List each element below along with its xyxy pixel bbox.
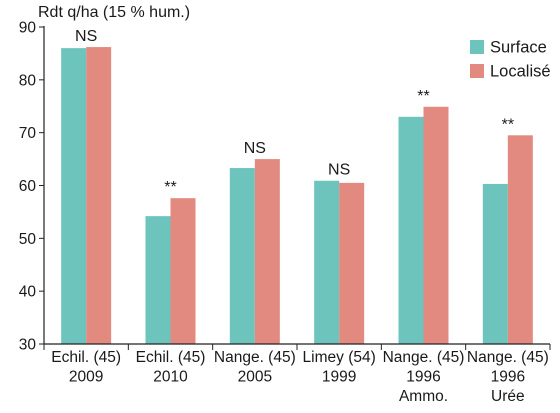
x-category-label-3-line-1: 1999 [322, 369, 356, 386]
y-tick-label-70: 70 [19, 125, 37, 142]
x-category-label-4-line-0: Nange. (45) [383, 349, 465, 366]
bar-localise-1 [170, 198, 196, 344]
significance-label-1: ** [164, 179, 176, 196]
y-tick-label-60: 60 [19, 178, 37, 195]
significance-label-5: ** [502, 116, 514, 133]
y-tick-label-50: 50 [19, 231, 37, 248]
bars-group [61, 47, 533, 345]
x-category-label-1-line-0: Echil. (45) [136, 349, 206, 366]
x-category-label-2-line-1: 2005 [238, 369, 272, 386]
bar-surface-2 [229, 168, 255, 344]
bar-localise-5 [507, 135, 533, 344]
x-category-label-0-line-1: 2009 [69, 369, 103, 386]
bar-surface-3 [314, 180, 340, 344]
significance-label-2: NS [244, 140, 266, 157]
bar-localise-3 [339, 182, 365, 344]
bar-localise-4 [423, 106, 449, 344]
bar-localise-2 [254, 159, 280, 344]
bar-surface-5 [482, 183, 508, 344]
x-category-label-5-line-2: Urée [491, 388, 525, 405]
y-axis-label: Rdt q/ha (15 % hum.) [38, 4, 190, 21]
annotations-group: NS ** NS NS ** ** [75, 28, 514, 196]
legend: Surface Localisé [470, 39, 551, 81]
x-ticks-group: Echil. (45) 2009 Echil. (45) 2010 Nange. (45… [43, 344, 551, 405]
x-category-label-5-line-0: Nange. (45) [467, 349, 549, 366]
x-category-label-0-line-0: Echil. (45) [51, 349, 121, 366]
legend-swatch-localise [470, 64, 484, 78]
significance-label-4: ** [417, 88, 429, 105]
x-category-label-2-line-0: Nange. (45) [214, 349, 296, 366]
y-tick-label-90: 90 [19, 20, 37, 37]
x-category-label-1-line-1: 2010 [153, 369, 188, 386]
significance-label-3: NS [328, 162, 350, 179]
legend-swatch-surface [470, 40, 484, 54]
y-ticks-group: 30 40 50 60 70 80 90 [19, 20, 44, 354]
significance-label-0: NS [75, 28, 97, 45]
x-category-label-4-line-1: 1996 [406, 369, 440, 386]
bar-surface-0 [61, 48, 87, 345]
y-tick-label-30: 30 [19, 337, 37, 354]
bar-localise-0 [86, 47, 112, 345]
bar-surface-1 [145, 216, 171, 344]
x-category-label-3-line-0: Limey (54) [303, 349, 376, 366]
x-category-label-5-line-1: 1996 [491, 369, 525, 386]
legend-label-surface: Surface [490, 39, 547, 57]
y-tick-label-40: 40 [19, 284, 37, 301]
bar-surface-4 [398, 116, 424, 344]
legend-label-localise: Localisé [490, 63, 551, 81]
y-tick-label-80: 80 [19, 72, 37, 89]
x-category-label-4-line-2: Ammo. [399, 388, 448, 405]
